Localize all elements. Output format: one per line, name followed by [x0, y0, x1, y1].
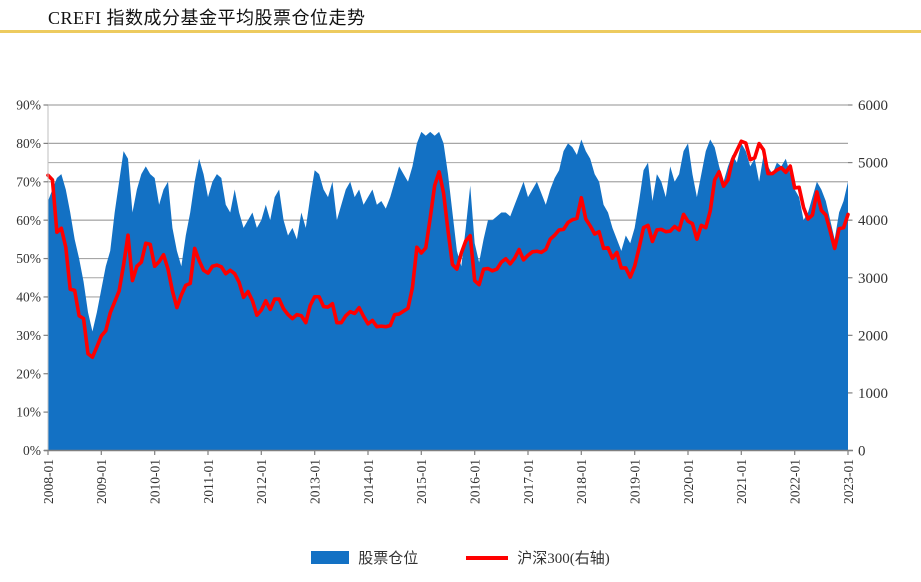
legend-label-csi300: 沪深300(右轴): [517, 551, 610, 567]
chart-legend: 股票仓位 沪深300(右轴): [0, 547, 921, 568]
x-axis-tick-label: 2015-01: [414, 459, 429, 504]
left-axis-tick-label: 30%: [16, 328, 41, 343]
legend-item-csi300: 沪深300(右轴): [466, 547, 610, 568]
area-series-swatch: [311, 551, 350, 564]
left-axis-tick-label: 20%: [16, 366, 41, 381]
line-series-csi300: [46, 139, 850, 360]
gold-divider: [0, 30, 921, 33]
left-axis-tick-label: 50%: [16, 251, 41, 266]
right-axis-tick-label: 2000: [858, 328, 888, 344]
x-axis-tick-label: 2010-01: [148, 459, 163, 504]
left-axis-tick-label: 0%: [23, 443, 41, 458]
right-axis-tick-label: 4000: [858, 213, 888, 229]
x-axis-tick-label: 2008-01: [41, 459, 56, 504]
x-axis-tick-label: 2009-01: [94, 459, 109, 504]
right-axis-tick-label: 3000: [858, 271, 888, 287]
legend-item-position: 股票仓位: [311, 547, 418, 568]
legend-label-position: 股票仓位: [358, 551, 419, 567]
x-axis-tick-label: 2016-01: [468, 459, 483, 504]
x-axis-tick-label: 2014-01: [361, 459, 376, 504]
x-axis-tick-label: 2022-01: [788, 459, 803, 504]
left-axis-tick-label: 90%: [16, 98, 41, 113]
right-axis-tick-label: 6000: [858, 98, 888, 114]
x-axis-tick-label: 2023-01: [841, 459, 856, 504]
left-axis-tick-label: 10%: [16, 405, 41, 420]
left-axis-tick-label: 60%: [16, 213, 41, 228]
x-axis-tick-label: 2018-01: [574, 459, 589, 504]
x-axis-tick-label: 2017-01: [521, 459, 536, 504]
x-axis-tick-label: 2021-01: [734, 459, 749, 504]
x-axis-tick-label: 2020-01: [681, 459, 696, 504]
x-axis-tick-label: 2011-01: [201, 459, 216, 504]
x-axis-tick-label: 2019-01: [628, 459, 643, 504]
x-axis-tick-label: 2012-01: [254, 459, 269, 504]
line-series-swatch: [466, 555, 509, 560]
x-axis-tick-label: 2013-01: [308, 459, 323, 504]
right-axis-tick-label: 0: [858, 444, 866, 460]
left-axis-tick-label: 70%: [16, 174, 41, 189]
right-axis-tick-label: 5000: [858, 156, 888, 172]
chart-title: CREFI 指数成分基金平均股票仓位走势: [48, 8, 366, 28]
right-axis-tick-label: 1000: [858, 386, 888, 402]
area-series-stock-position: [48, 131, 848, 451]
left-axis-tick-label: 40%: [16, 290, 41, 305]
left-axis-tick-label: 80%: [16, 136, 41, 151]
